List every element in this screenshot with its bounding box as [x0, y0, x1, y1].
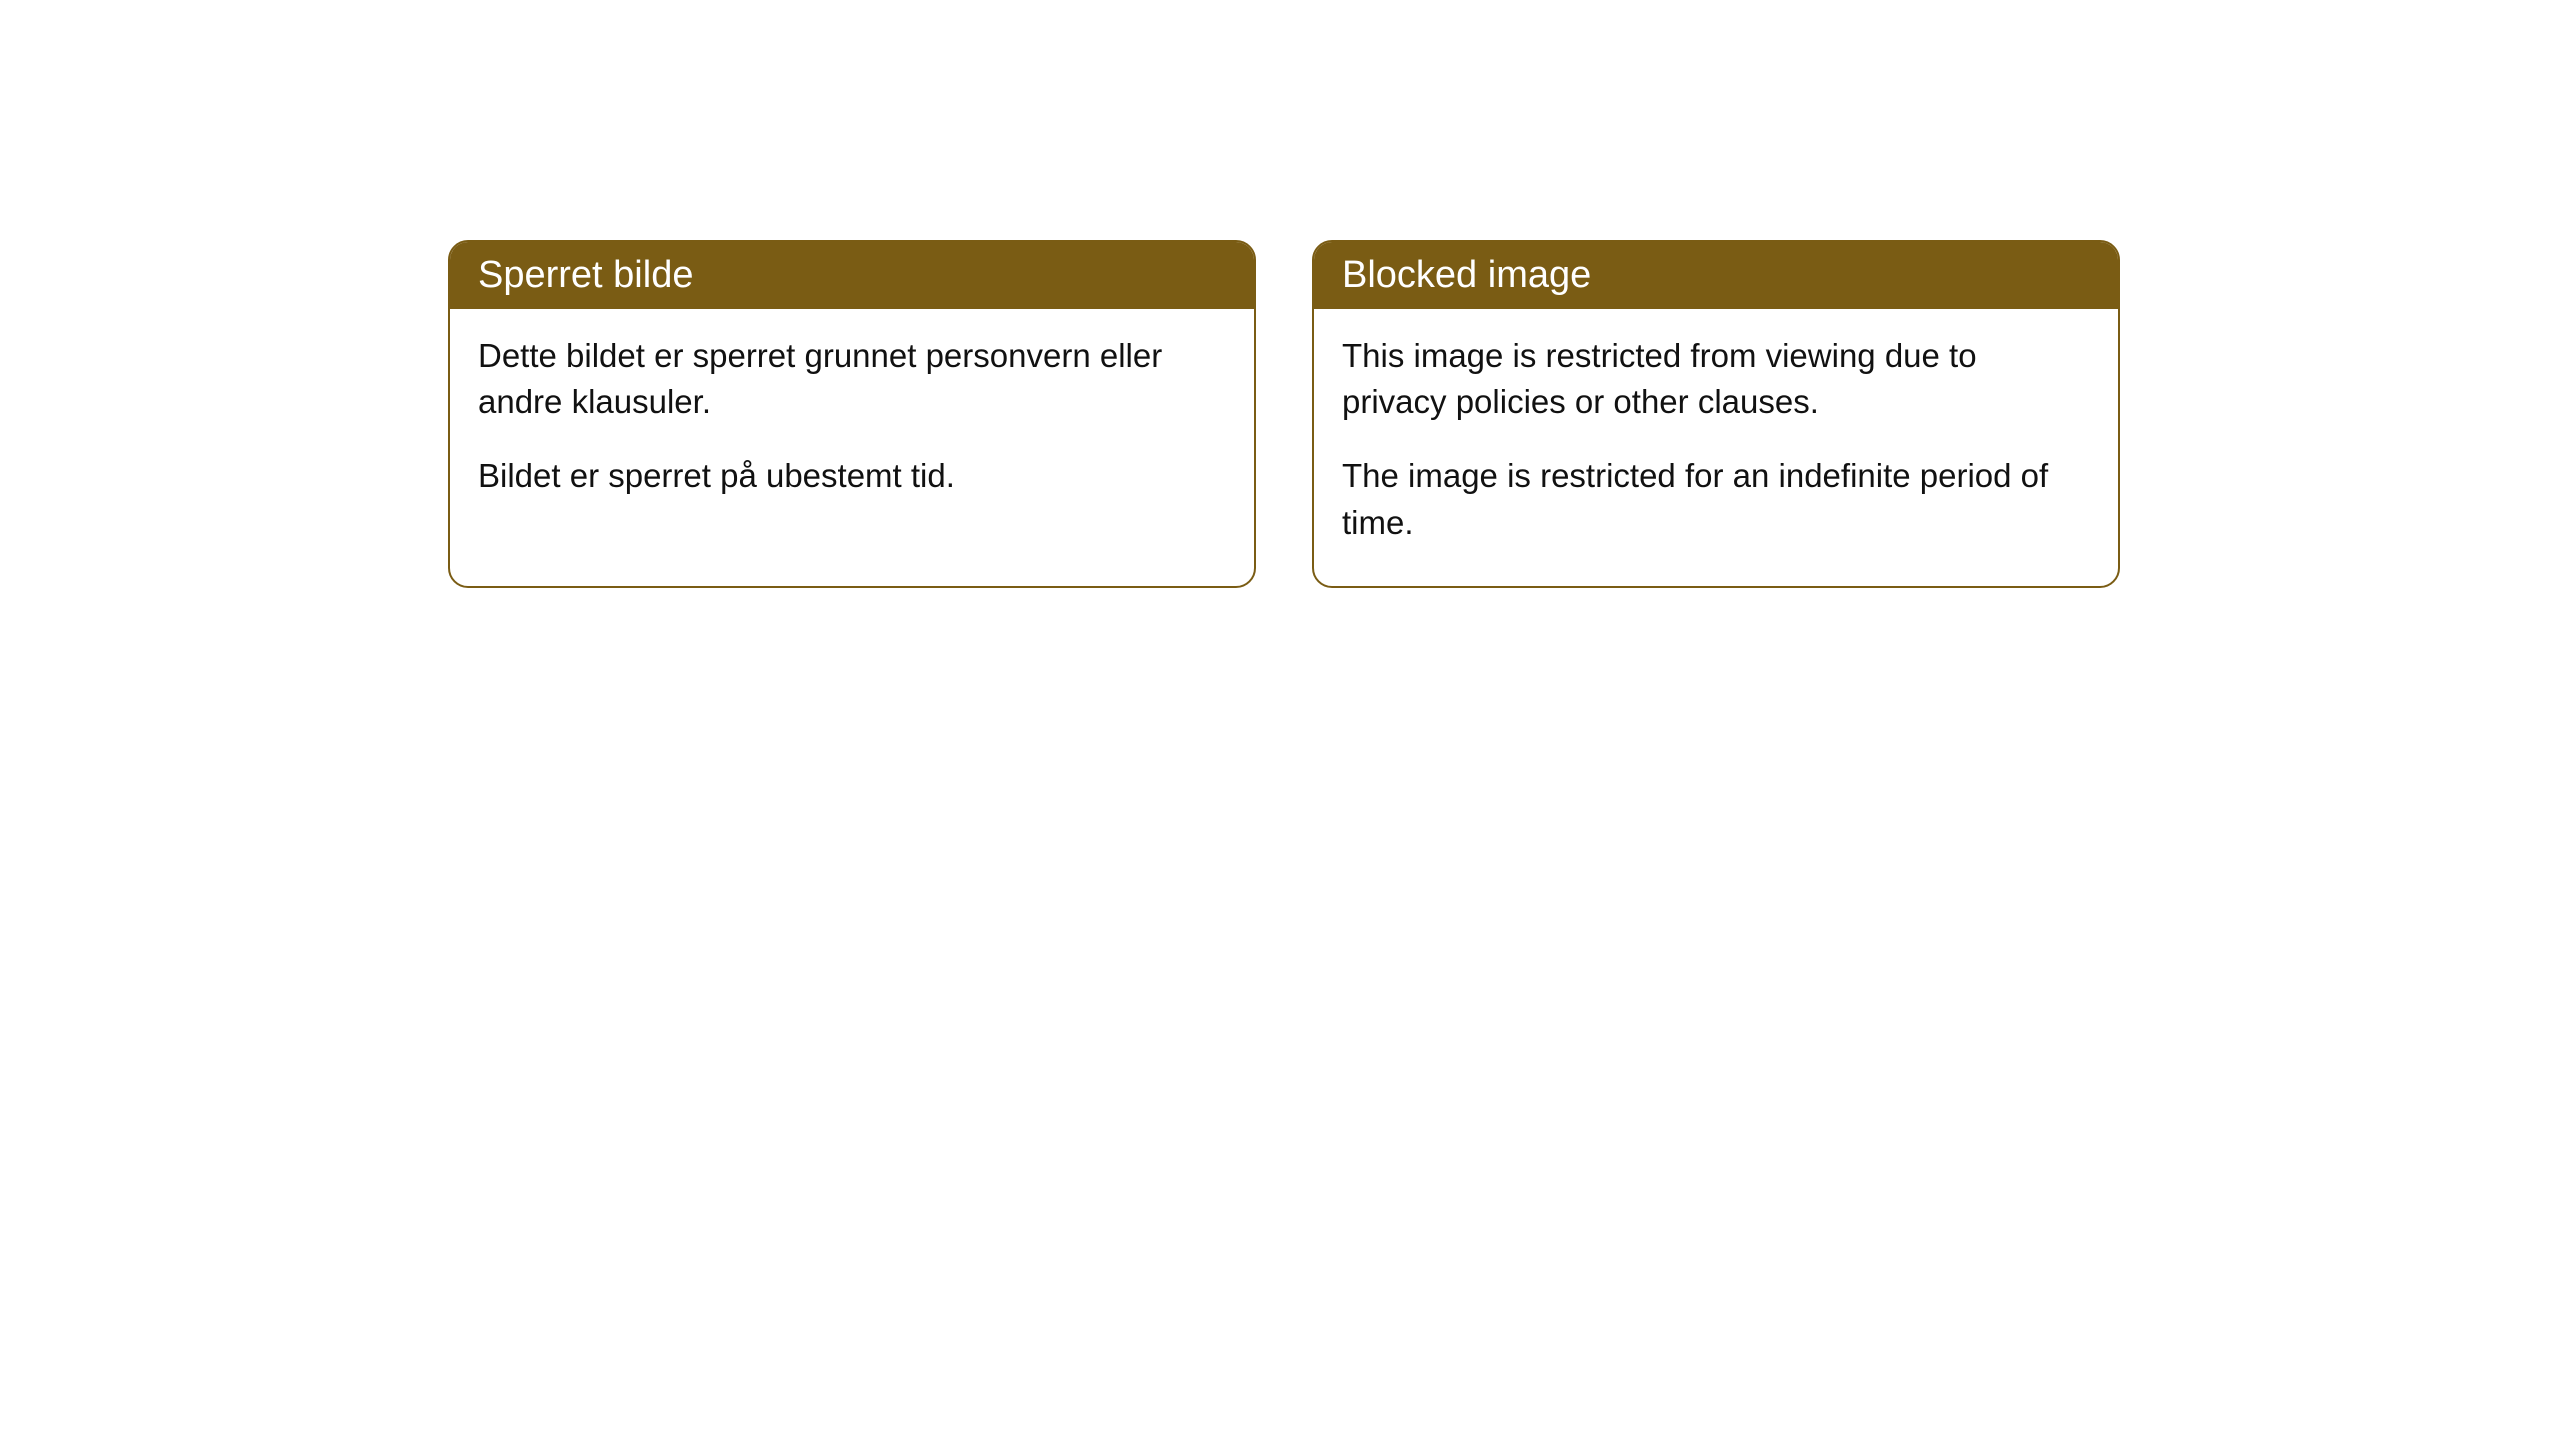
card-paragraph: This image is restricted from viewing du… [1342, 333, 2090, 425]
notice-container: Sperret bilde Dette bildet er sperret gr… [448, 240, 2120, 588]
card-body: Dette bildet er sperret grunnet personve… [450, 309, 1254, 540]
card-body: This image is restricted from viewing du… [1314, 309, 2118, 586]
card-paragraph: The image is restricted for an indefinit… [1342, 453, 2090, 545]
blocked-image-card-no: Sperret bilde Dette bildet er sperret gr… [448, 240, 1256, 588]
card-paragraph: Bildet er sperret på ubestemt tid. [478, 453, 1226, 499]
card-header: Sperret bilde [450, 242, 1254, 309]
card-paragraph: Dette bildet er sperret grunnet personve… [478, 333, 1226, 425]
blocked-image-card-en: Blocked image This image is restricted f… [1312, 240, 2120, 588]
card-header: Blocked image [1314, 242, 2118, 309]
